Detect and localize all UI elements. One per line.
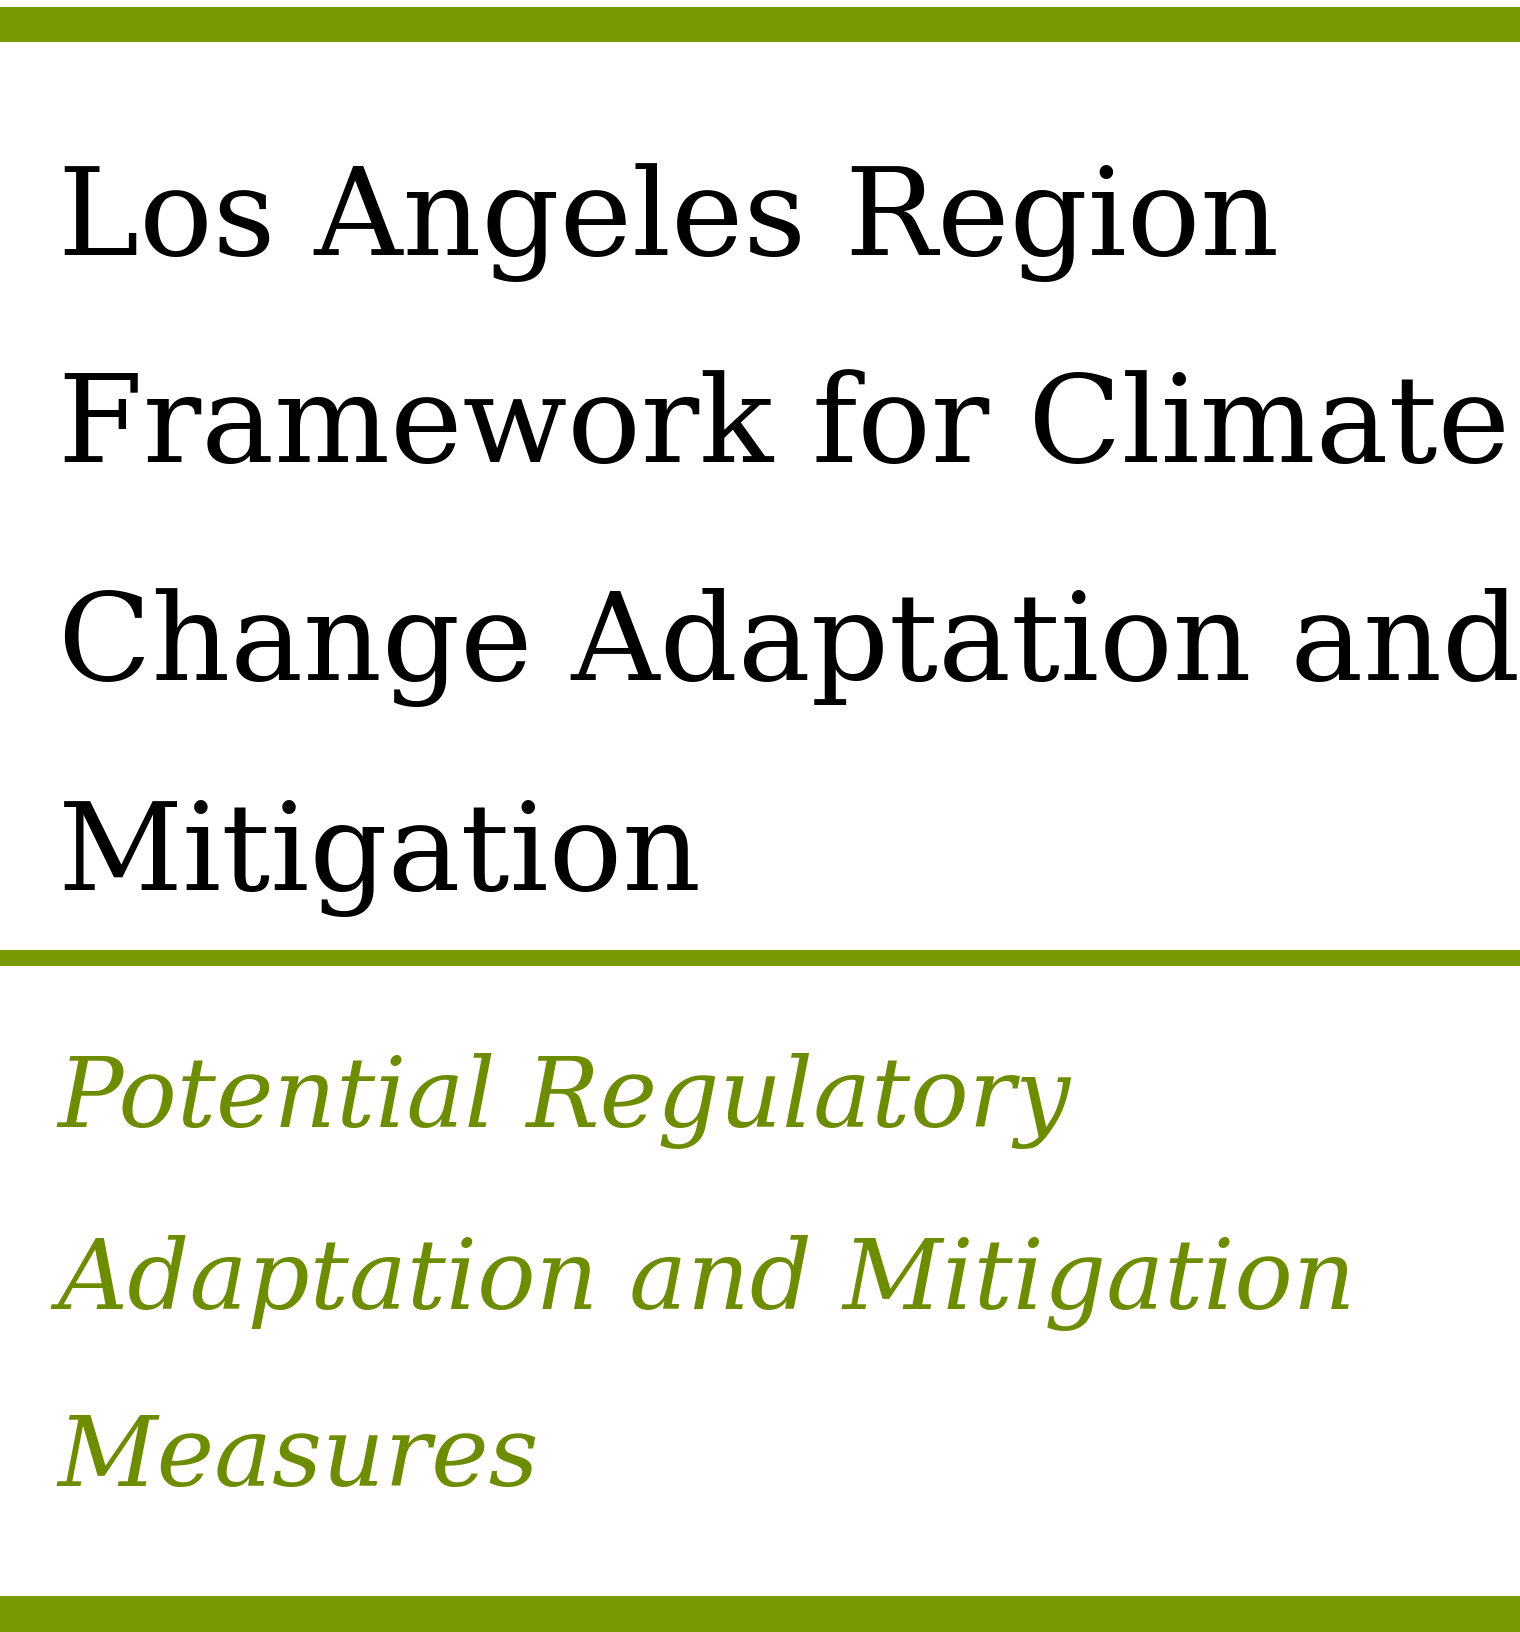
Text: Change Adaptation and: Change Adaptation and — [58, 588, 1520, 707]
Bar — [0, 7, 1520, 42]
Text: Framework for Climate: Framework for Climate — [58, 370, 1509, 488]
Bar — [0, 950, 1520, 966]
Text: Adaptation and Mitigation: Adaptation and Mitigation — [58, 1235, 1356, 1332]
Text: Mitigation: Mitigation — [58, 800, 702, 917]
Text: Measures: Measures — [58, 1412, 540, 1506]
Text: Los Angeles Region: Los Angeles Region — [58, 163, 1278, 282]
Text: Potential Regulatory: Potential Regulatory — [58, 1053, 1072, 1149]
Bar — [0, 1596, 1520, 1632]
